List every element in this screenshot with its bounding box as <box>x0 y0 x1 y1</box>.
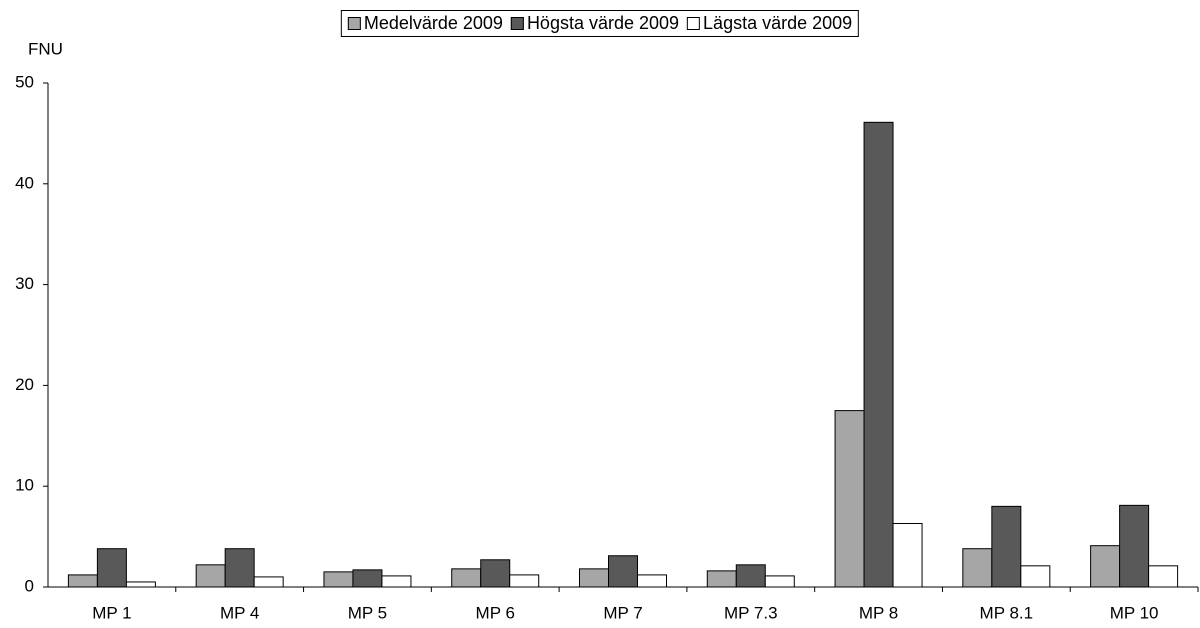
bar <box>253 576 284 588</box>
legend-item: Högsta värde 2009 <box>510 13 680 34</box>
bar <box>834 410 865 588</box>
legend-label: Högsta värde 2009 <box>526 13 680 33</box>
bar <box>381 575 412 588</box>
legend-item: Medelvärde 2009 <box>347 13 503 34</box>
x-tick-label: MP 7.3 <box>724 603 778 622</box>
y-tick-label: 40 <box>15 173 34 192</box>
bar <box>962 548 993 588</box>
legend-item: Lägsta värde 2009 <box>687 13 852 34</box>
bar <box>352 569 383 588</box>
bar <box>579 568 609 588</box>
bar <box>991 505 1022 588</box>
x-tick-label: MP 8 <box>859 603 898 622</box>
x-tick-label: MP 1 <box>92 603 131 622</box>
y-tick-label: 10 <box>15 476 34 495</box>
legend-swatch <box>687 17 701 30</box>
bar <box>1020 565 1051 588</box>
legend-label: Lägsta värde 2009 <box>703 13 853 33</box>
y-tick-label: 30 <box>15 274 34 293</box>
bar <box>764 575 795 588</box>
y-tick-label: 50 <box>15 72 34 91</box>
legend-swatch <box>510 17 524 30</box>
bar <box>892 522 923 588</box>
bar <box>323 571 354 588</box>
x-tick-label: MP 10 <box>1110 603 1159 622</box>
legend-swatch <box>347 17 361 30</box>
bar <box>735 564 766 588</box>
bar <box>1090 545 1121 588</box>
bar <box>224 548 255 588</box>
bar <box>125 581 156 588</box>
bar <box>706 570 737 588</box>
bar <box>509 574 540 588</box>
legend: Medelvärde 2009 Högsta värde 2009 Lägsta v… <box>340 10 860 37</box>
bar <box>1148 565 1179 588</box>
bar <box>863 121 894 588</box>
bar <box>608 555 638 588</box>
y-tick-label: 0 <box>25 576 34 595</box>
bar <box>451 568 482 588</box>
bar <box>637 574 667 588</box>
x-tick-label: MP 6 <box>476 603 515 622</box>
bar <box>195 564 226 588</box>
bar <box>96 548 127 588</box>
y-axis-label: FNU <box>28 39 63 58</box>
x-tick-label: MP 7 <box>603 603 642 622</box>
bar <box>1119 504 1150 588</box>
x-tick-label: MP 4 <box>220 603 259 622</box>
y-tick-label: 20 <box>15 375 34 394</box>
x-tick-label: MP 8.1 <box>980 603 1034 622</box>
bar <box>480 559 511 588</box>
bar <box>67 574 98 588</box>
legend-label: Medelvärde 2009 <box>363 13 503 33</box>
x-tick-label: MP 5 <box>348 603 387 622</box>
